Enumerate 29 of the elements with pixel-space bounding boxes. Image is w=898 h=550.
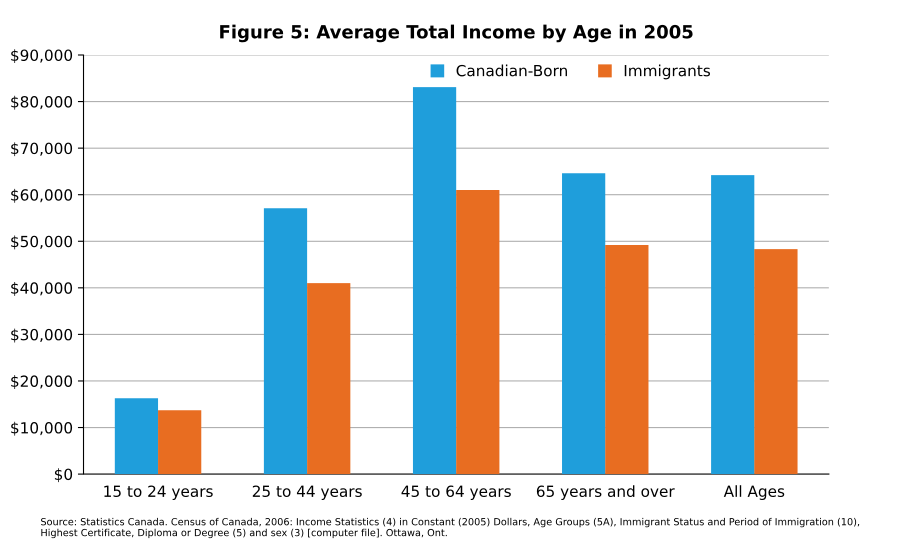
y-tick-label: $10,000 [11, 422, 72, 436]
y-tick-label: $90,000 [11, 49, 72, 64]
x-tick-label: 65 years and over [536, 485, 675, 500]
x-tick-label: 15 to 24 years [104, 485, 213, 500]
y-tick-label: $60,000 [11, 188, 72, 203]
bar [605, 244, 648, 474]
bar [562, 173, 606, 474]
y-tick-label: $80,000 [11, 96, 72, 110]
chart-title: Figure 5: Average Total Income by Age in 2005 [220, 24, 693, 42]
bar [412, 87, 456, 474]
bar [114, 398, 158, 474]
y-tick-label: $70,000 [11, 142, 72, 156]
bar [711, 175, 754, 474]
y-tick-label: $50,000 [11, 235, 72, 250]
y-tick-label: $20,000 [11, 375, 72, 390]
source-note: Source: Statistics Canada. Census of Canada, 2006: Income Statistics (4) in Constant (2005) Dollars, Age Groups (5A), Immigrant Status and Period of Immigration (10), Highest Certificate, Diploma or Degree (5) and sex (3) [computer file]. Ottawa, Ont. [41, 518, 860, 538]
y-tick-label: $30,000 [11, 328, 72, 342]
legend-label: Immigrants [624, 64, 710, 80]
legend-label: Canadian-Born [456, 64, 567, 76]
x-tick-label: 25 to 44 years [252, 485, 362, 500]
bar [158, 410, 202, 474]
y-tick-label: $40,000 [11, 282, 72, 296]
bar [456, 190, 500, 474]
bar [264, 208, 308, 474]
y-tick-label: $0 [54, 468, 72, 482]
x-tick-label: 45 to 64 years [402, 485, 511, 500]
bar [754, 249, 798, 474]
x-tick-label: All Ages [724, 485, 784, 500]
bar [307, 283, 350, 474]
